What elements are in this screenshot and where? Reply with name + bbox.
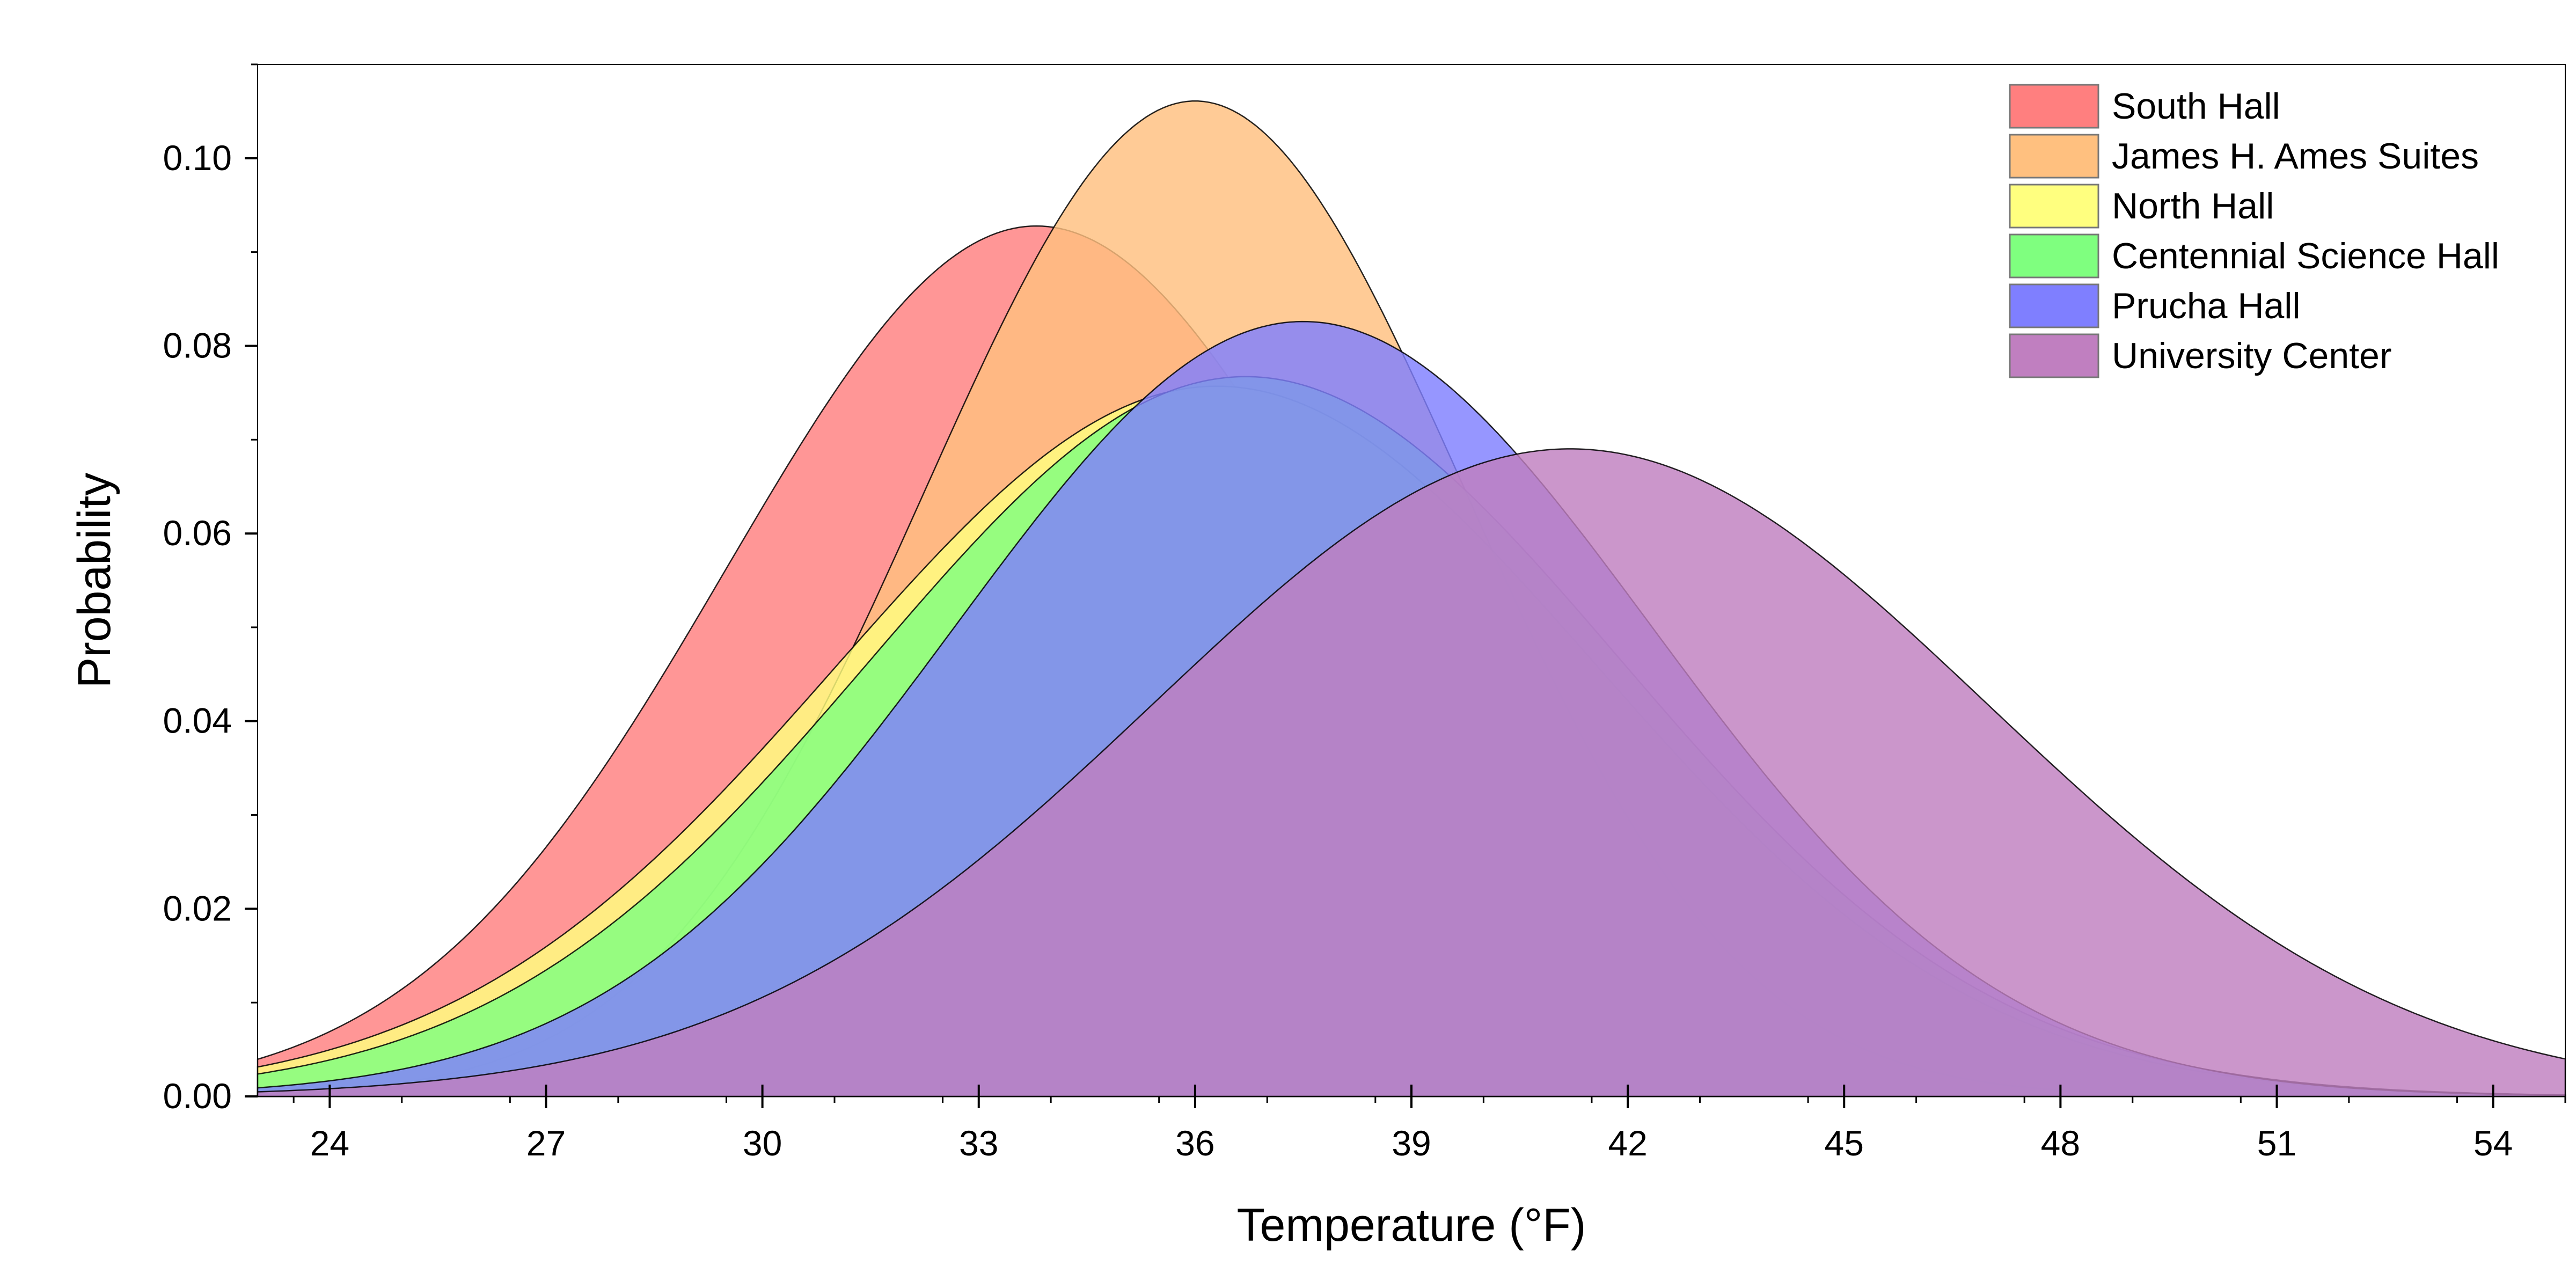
legend-swatch-prucha-hall bbox=[2009, 283, 2099, 328]
x-tick-label: 27 bbox=[526, 1123, 566, 1163]
x-tick-label: 48 bbox=[2041, 1123, 2080, 1163]
x-tick-label: 24 bbox=[310, 1123, 349, 1163]
legend: South Hall James H. Ames Suites North Hall… bbox=[2009, 84, 2499, 378]
x-tick-label: 33 bbox=[959, 1123, 998, 1163]
y-tick-label: 0.04 bbox=[163, 701, 232, 741]
y-axis-title: Probability bbox=[69, 473, 120, 689]
x-tick-label: 54 bbox=[2473, 1123, 2513, 1163]
x-tick-label: 39 bbox=[1392, 1123, 1431, 1163]
legend-swatch-south-hall bbox=[2009, 84, 2099, 129]
y-tick-label: 0.06 bbox=[163, 513, 232, 553]
legend-swatch-university-center bbox=[2009, 333, 2099, 378]
series-area-university-center bbox=[257, 448, 2566, 1097]
x-axis-title: Temperature (°F) bbox=[1237, 1199, 1586, 1251]
legend-label-prucha-hall: Prucha Hall bbox=[2112, 286, 2301, 326]
legend-label-north-hall: North Hall bbox=[2112, 186, 2274, 226]
x-tick-label: 42 bbox=[1608, 1123, 1647, 1163]
x-tick-label: 45 bbox=[1825, 1123, 1864, 1163]
legend-swatch-james-h-ames-suites bbox=[2009, 134, 2099, 179]
y-tick-label: 0.00 bbox=[163, 1076, 232, 1116]
y-tick-label: 0.08 bbox=[163, 325, 232, 365]
x-tick-label: 36 bbox=[1175, 1123, 1214, 1163]
y-tick-label: 0.10 bbox=[163, 138, 232, 178]
legend-swatch-centennial-science-hall bbox=[2009, 233, 2099, 279]
legend-label-south-hall: South Hall bbox=[2112, 86, 2280, 127]
y-tick-label: 0.02 bbox=[163, 888, 232, 928]
axes-layer: 0.00 0.02 0.04 0.06 0.08 0.10 24 27 30 33 36 39 42 45… bbox=[163, 63, 2566, 1163]
legend-swatch-north-hall bbox=[2009, 184, 2099, 229]
legend-label-university-center: University Center bbox=[2112, 335, 2392, 376]
x-tick-label: 30 bbox=[743, 1123, 782, 1163]
series-layer bbox=[257, 100, 2566, 1097]
legend-label-centennial-science-hall: Centennial Science Hall bbox=[2112, 236, 2499, 276]
legend-label-james-h-ames-suites: James H. Ames Suites bbox=[2112, 136, 2479, 177]
x-tick-label: 51 bbox=[2257, 1123, 2296, 1163]
